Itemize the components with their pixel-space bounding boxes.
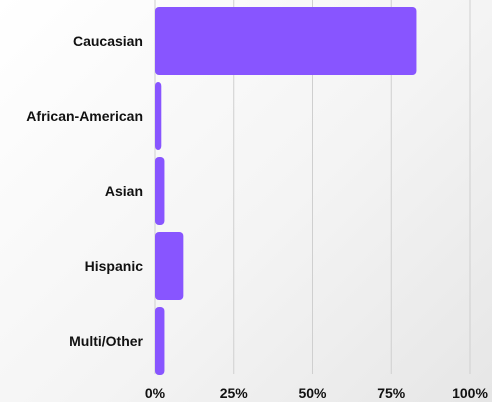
x-axis-tick-labels: 0% 25% 50% 75% 100% [145,385,489,401]
x-tick-label: 75% [377,385,406,401]
x-tick-label: 100% [452,385,488,401]
bar-african-american [155,82,162,150]
bar-caucasian [155,7,417,75]
x-tick-label: 25% [220,385,249,401]
category-labels: Caucasian African-American Asian Hispanic Mu… [26,33,143,349]
category-label: Multi/Other [69,333,143,349]
bar-asian [155,157,165,225]
bar-hispanic [155,232,184,300]
x-tick-label: 0% [145,385,166,401]
bars [155,7,417,375]
category-label: Caucasian [73,33,143,49]
category-label: Asian [105,183,143,199]
category-label: African-American [26,108,143,124]
x-tick-label: 50% [298,385,327,401]
bar-multi-other [155,307,165,375]
category-label: Hispanic [85,258,144,274]
